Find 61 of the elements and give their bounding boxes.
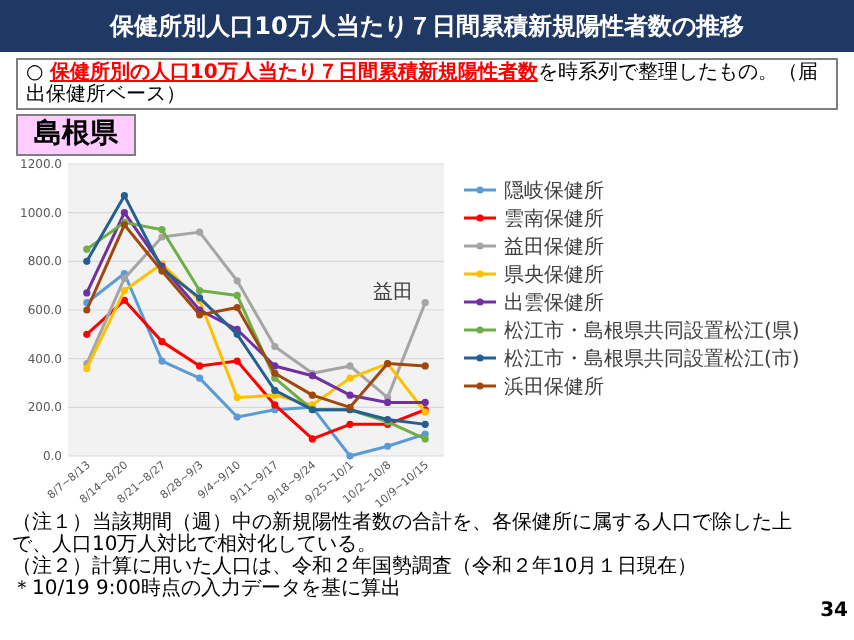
point: [233, 413, 241, 421]
point: [308, 391, 316, 399]
point: [346, 362, 354, 370]
point: [158, 226, 166, 234]
legend-label: 益田保健所: [504, 235, 604, 259]
line-series: [83, 260, 429, 416]
point: [233, 330, 241, 338]
legend-label: 県央保健所: [504, 263, 604, 287]
legend-label: 松江市・島根県共同設置松江(市): [504, 347, 800, 371]
point: [196, 374, 204, 382]
point: [83, 364, 91, 372]
text: ＊10/19 9:00時点の入力データを基に算出: [12, 578, 401, 600]
point: [158, 357, 166, 365]
legend-label: 松江市・島根県共同設置松江(県): [504, 319, 800, 343]
point: [346, 420, 354, 428]
point: [233, 277, 241, 285]
point: [83, 306, 91, 314]
point: [120, 296, 128, 304]
point: [120, 209, 128, 217]
point: [384, 442, 392, 450]
legend-label: 浜田保健所: [504, 375, 604, 399]
point: [271, 401, 279, 409]
point: [120, 286, 128, 295]
point: [421, 398, 429, 407]
point: [83, 245, 91, 253]
point: [271, 369, 279, 377]
point: [308, 435, 316, 443]
point: [346, 391, 354, 399]
point: [83, 330, 91, 338]
point: [233, 291, 241, 299]
chart-title: 保健所別人口10万人当たり７日間累積新規陽性者数の推移: [0, 0, 854, 52]
point: [233, 303, 241, 312]
text: 島根県: [16, 114, 136, 156]
point: [120, 192, 128, 200]
point: [196, 228, 204, 236]
point: [271, 342, 279, 351]
point: [83, 257, 91, 265]
annotation: 益田: [373, 279, 414, 304]
point: [83, 289, 91, 297]
point: [346, 374, 354, 382]
point: [421, 362, 429, 370]
point: [158, 338, 166, 346]
text: 34: [818, 600, 848, 622]
point: [346, 452, 354, 460]
point: [196, 311, 204, 319]
legend-label: 出雲保健所: [504, 291, 604, 315]
point: [233, 357, 241, 365]
point: [120, 274, 128, 282]
point: [196, 362, 204, 370]
text: ○ 保健所別の人口10万人当たり７日間累積新規陽性者数を時系列で整理したもの。（届出保健所ベース）: [26, 62, 818, 106]
text: （注２）計算に用いた人口は、令和２年国勢調査（令和２年10月１日現在）: [12, 556, 698, 578]
text: （注１）当該期間（週）中の新規陽性者数の合計を、各保健所に属する人口で除した上で、人口10万人対比で相対化している。: [12, 512, 792, 556]
point: [384, 398, 392, 407]
point: [421, 435, 429, 443]
point: [271, 386, 279, 394]
legend-label: 隠岐保健所: [504, 179, 604, 203]
point: [196, 286, 204, 295]
point: [421, 299, 429, 307]
legend-label: 雲南保健所: [504, 207, 604, 231]
point: [421, 420, 429, 428]
point: [233, 394, 241, 402]
